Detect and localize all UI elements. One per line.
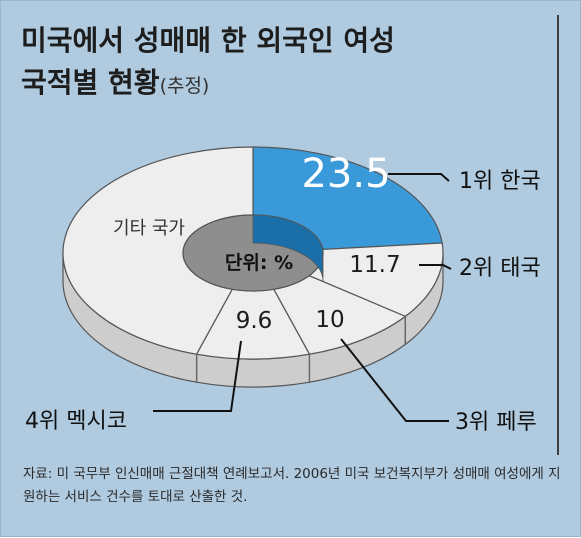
rank-label-0: 1위 한국 xyxy=(459,169,541,194)
leader-line-0 xyxy=(388,174,449,181)
rank-label-3: 4위 멕시코 xyxy=(25,409,127,434)
value-label-1: 11.7 xyxy=(349,252,400,278)
value-label-3: 9.6 xyxy=(236,308,273,334)
unit-label: 단위: % xyxy=(225,252,293,274)
source-note: 자료: 미 국무부 인신매매 근절대책 연례보고서. 2006년 미국 보건복지… xyxy=(23,463,568,509)
slice-label-other: 기타 국가 xyxy=(113,218,185,239)
rank-label-2: 3위 페루 xyxy=(455,410,537,435)
value-label-2: 10 xyxy=(315,307,344,333)
rank-label-1: 2위 태국 xyxy=(459,256,541,281)
value-label-0: 23.5 xyxy=(301,151,390,197)
